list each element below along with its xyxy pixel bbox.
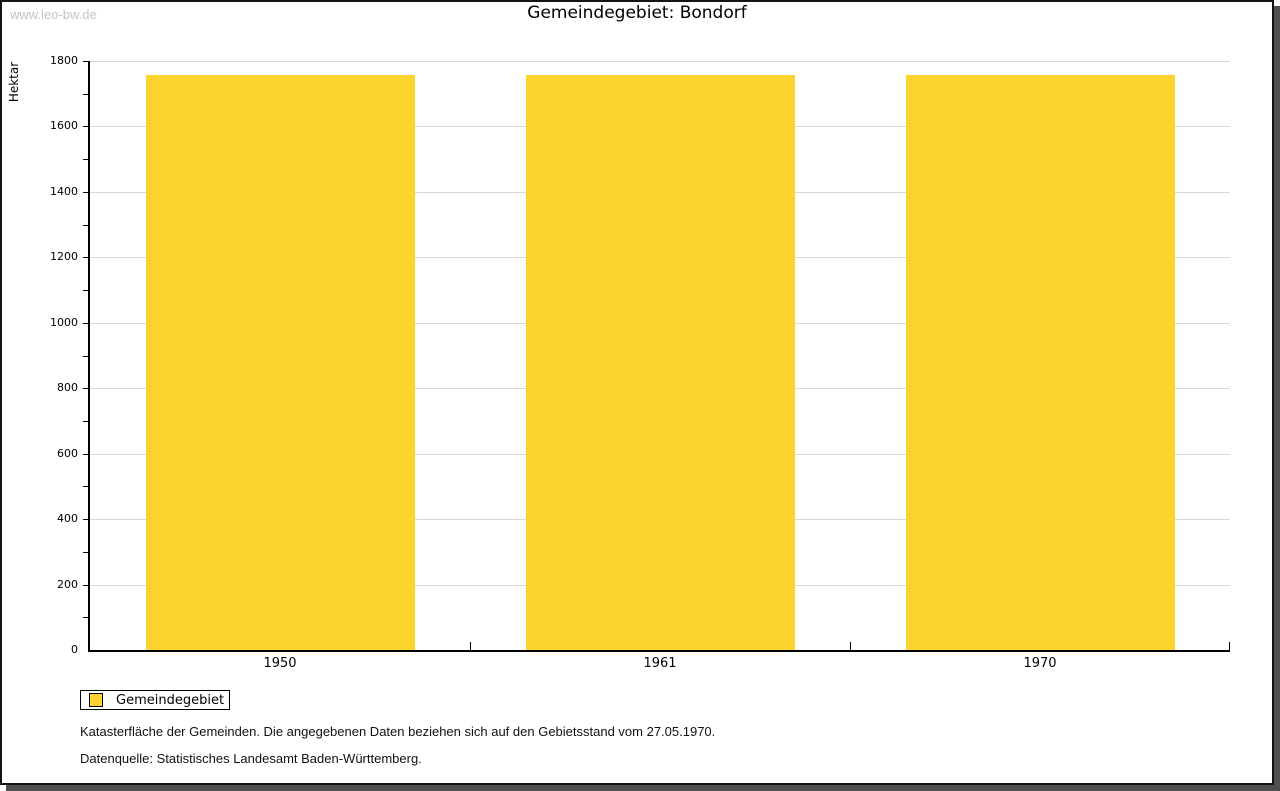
y-axis-tick — [83, 519, 88, 521]
x-axis-tick — [1229, 642, 1230, 650]
y-axis-tick — [83, 191, 88, 193]
y-axis-tick — [83, 551, 88, 553]
bar-1950 — [146, 74, 415, 650]
plot-area — [83, 61, 1230, 652]
chart-title: Gemeindegebiet: Bondorf — [527, 3, 747, 23]
y-tick-label: 600 — [57, 446, 78, 460]
y-tick-label: 0 — [71, 643, 78, 656]
watermark: www.leo-bw.de — [10, 7, 97, 22]
y-tick-label: 400 — [57, 512, 78, 526]
y-axis-tick — [83, 257, 88, 259]
x-tick-label: 1950 — [263, 656, 297, 671]
x-axis-tick — [850, 642, 851, 650]
y-tick-label: 1400 — [50, 184, 78, 198]
bar-1961 — [526, 74, 795, 650]
y-axis-tick — [83, 322, 88, 324]
y-axis-tick — [83, 584, 88, 586]
x-tick-label: 1961 — [643, 656, 677, 671]
x-axis-tick — [470, 642, 471, 650]
y-axis-tick — [83, 453, 88, 455]
y-axis-tick — [83, 61, 88, 62]
y-axis-tick — [83, 617, 88, 619]
footer-source: Datenquelle: Statistisches Landesamt Bad… — [80, 751, 422, 766]
legend-label: Gemeindegebiet — [116, 692, 225, 708]
y-axis-label: Hektar — [7, 61, 21, 103]
gridline — [90, 61, 1230, 62]
y-tick-label: 1000 — [50, 315, 78, 329]
y-axis-tick — [83, 126, 88, 128]
y-axis-tick — [83, 159, 88, 161]
bar-1970 — [906, 74, 1175, 650]
legend-swatch — [89, 693, 103, 707]
y-tick-label: 1600 — [50, 119, 78, 133]
footer-note: Katasterfläche der Gemeinden. Die angege… — [80, 724, 716, 739]
y-axis-tick — [83, 355, 88, 357]
y-axis-tick — [83, 290, 88, 292]
x-tick-label: 1970 — [1023, 656, 1057, 671]
y-tick-label: 200 — [57, 577, 78, 591]
y-tick-label: 1800 — [50, 54, 78, 67]
y-tick-label: 1200 — [50, 250, 78, 264]
legend: Gemeindegebiet — [80, 690, 230, 710]
y-axis-tick — [83, 224, 88, 226]
y-axis-tick — [83, 486, 88, 488]
y-tick-label: 800 — [57, 381, 78, 395]
y-axis-tick — [83, 420, 88, 422]
y-axis-tick — [83, 93, 88, 95]
y-axis-tick — [83, 388, 88, 390]
